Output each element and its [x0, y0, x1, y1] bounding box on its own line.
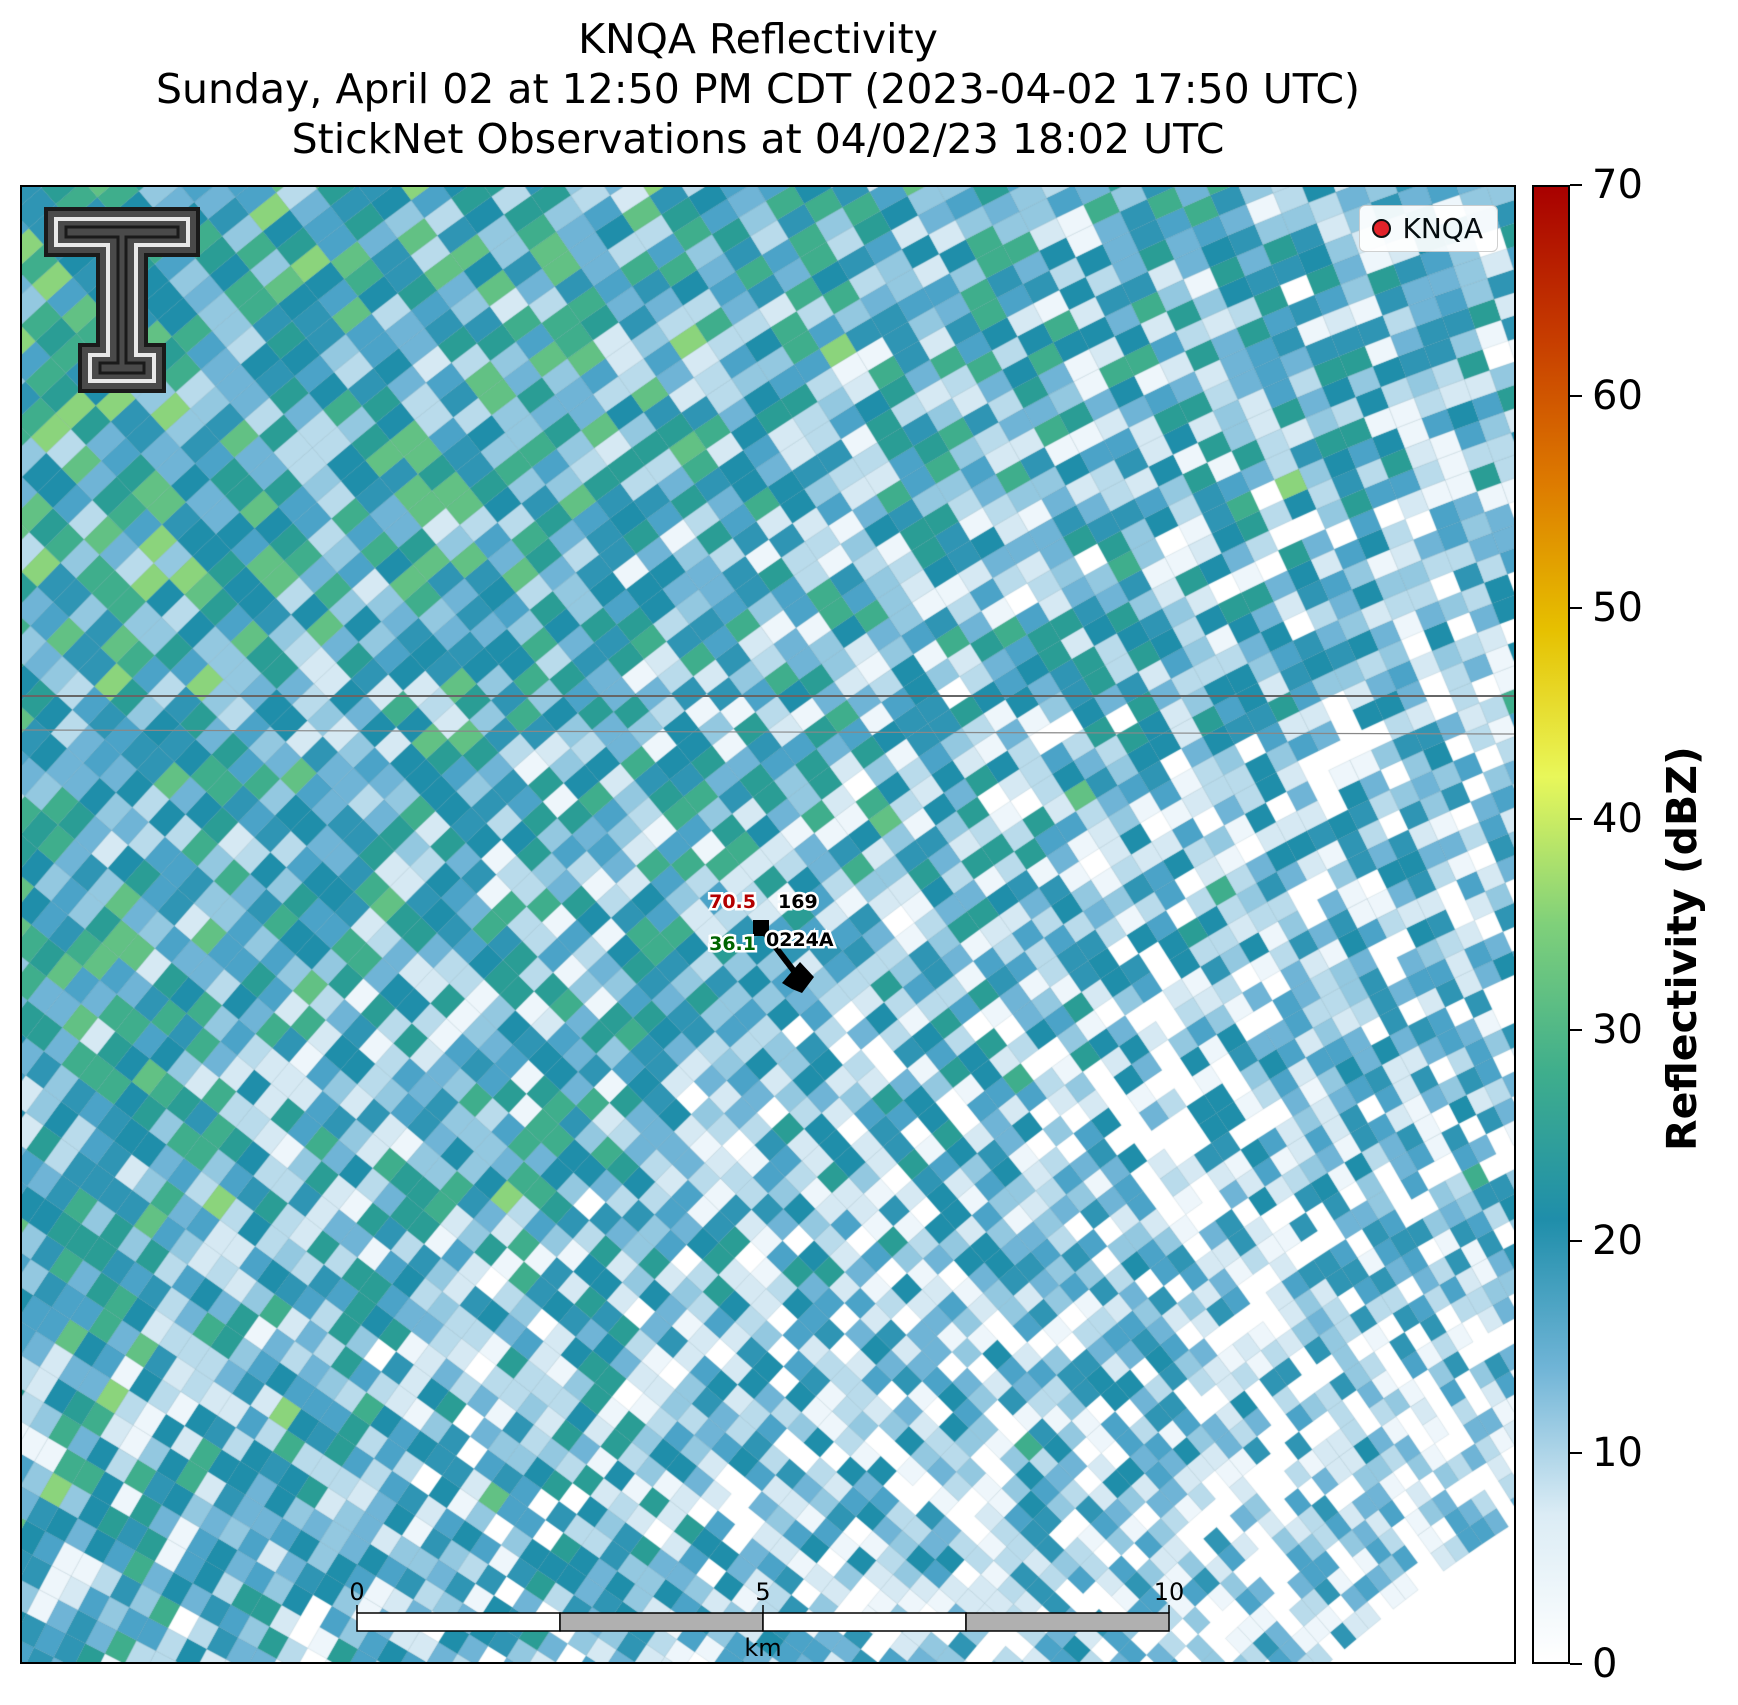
station-plot[interactable]: 70.5 169 36.1 0224A: [707, 889, 836, 993]
colorbar-tick: [1570, 1240, 1582, 1243]
colorbar-tick-label: 0: [1592, 1641, 1618, 1687]
scale-unit-label: km: [744, 1634, 781, 1662]
colorbar-tick: [1570, 1029, 1582, 1032]
colorbar: [1532, 185, 1570, 1664]
colorbar-tick: [1570, 817, 1582, 820]
scale-segment: [762, 1612, 967, 1632]
scale-tick-label: 5: [755, 1578, 770, 1606]
title-line-3: StickNet Observations at 04/02/23 18:02 …: [291, 115, 1225, 163]
scale-bar: 0 5 10 km: [349, 1578, 1184, 1662]
colorbar-tick-label: 70: [1592, 162, 1643, 208]
wind-barb-flags: [782, 962, 814, 993]
scale-tick-label: 0: [349, 1578, 364, 1606]
dewpoint-label: 36.1: [709, 933, 756, 955]
colorbar-tick: [1570, 1451, 1582, 1454]
station-id-label: 0224A: [766, 929, 834, 951]
temperature-label: 70.5: [709, 891, 756, 913]
map-title: KNQA Reflectivity Sunday, April 02 at 12…: [0, 14, 1516, 164]
title-line-1: KNQA Reflectivity: [578, 15, 938, 63]
colorbar-tick-label: 40: [1592, 795, 1643, 842]
pressure-label: 169: [778, 891, 818, 913]
colorbar-tick-label: 20: [1592, 1218, 1643, 1265]
colorbar-tick: [1570, 395, 1582, 398]
radar-map-panel[interactable]: 70.5 169 36.1 0224A 0 5 10 km: [20, 185, 1516, 1664]
legend-label: KNQA: [1402, 212, 1484, 245]
legend: KNQA: [1358, 205, 1498, 252]
boundary-line-secondary: [22, 729, 1514, 735]
colorbar-tick: [1570, 184, 1582, 186]
texas-tech-logo: [44, 207, 200, 393]
scale-segment: [559, 1612, 764, 1632]
colorbar-label: Reflectivity (dBZ): [1658, 746, 1706, 1151]
legend-marker-icon: [1371, 219, 1391, 238]
title-line-2: Sunday, April 02 at 12:50 PM CDT (2023-0…: [155, 65, 1360, 113]
scale-segment: [356, 1612, 561, 1632]
scale-segment: [965, 1612, 1170, 1632]
map-overlay: 70.5 169 36.1 0224A 0 5 10 km: [22, 695, 1514, 1662]
colorbar-tick: [1570, 606, 1582, 609]
colorbar-tick: [1570, 1663, 1582, 1665]
colorbar-tick-label: 50: [1592, 584, 1643, 631]
scale-tick-label: 10: [1154, 1578, 1185, 1606]
colorbar-tick-label: 10: [1592, 1429, 1643, 1476]
colorbar-tick-label: 60: [1592, 373, 1643, 420]
colorbar-tick-label: 30: [1592, 1007, 1643, 1054]
